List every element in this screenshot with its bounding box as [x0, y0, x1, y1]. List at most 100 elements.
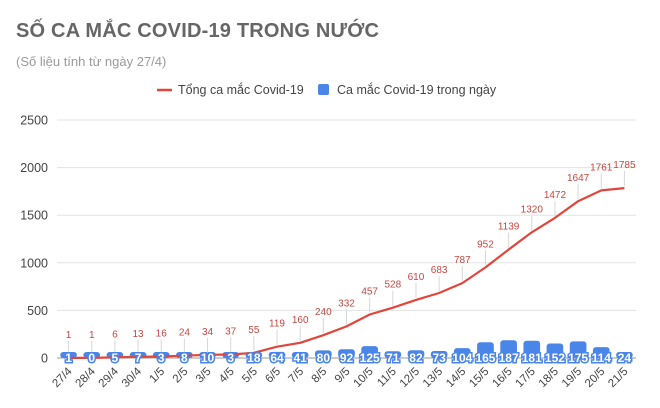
daily-data-label: 0	[88, 351, 95, 365]
daily-data-label: 24	[618, 351, 632, 365]
daily-bar	[569, 341, 587, 358]
total-data-label: 683	[431, 265, 448, 276]
total-data-label: 37	[225, 326, 237, 337]
x-tick-label: 14/5	[444, 366, 468, 390]
legend-label-daily: Ca mắc Covid-19 trong ngày	[337, 82, 497, 97]
daily-bar	[523, 340, 541, 358]
daily-data-label: 175	[568, 351, 588, 365]
daily-bar	[268, 351, 286, 358]
x-tick-label: 15/5	[467, 366, 491, 390]
total-data-label: 1785	[613, 160, 636, 171]
total-data-label: 952	[477, 239, 494, 250]
x-tick-label: 10/5	[351, 366, 375, 390]
total-data-label: 16	[156, 328, 168, 339]
total-data-label: 240	[315, 307, 332, 318]
x-tick-label: 11/5	[375, 366, 399, 390]
total-data-label: 55	[248, 325, 260, 336]
y-tick-label: 1000	[20, 256, 48, 270]
daily-data-label: 73	[432, 351, 446, 365]
daily-data-label: 104	[452, 351, 472, 365]
daily-data-label: 5	[112, 351, 119, 365]
total-data-label: 1761	[590, 162, 613, 173]
daily-data-label: 8	[181, 351, 188, 365]
total-data-label: 13	[132, 329, 144, 340]
chart-subtitle: (Số liệu tính từ ngày 27/4)	[16, 54, 167, 69]
daily-data-label: 10	[201, 351, 215, 365]
total-data-label: 160	[292, 315, 309, 326]
x-tick-label: 27/4	[50, 365, 75, 390]
daily-bar	[315, 350, 332, 358]
daily-data-label: 64	[270, 351, 284, 365]
total-data-label: 457	[361, 286, 378, 297]
total-data-label: 787	[454, 255, 471, 266]
y-tick-label: 1500	[20, 209, 48, 223]
daily-data-label: 80	[317, 351, 331, 365]
daily-bar	[546, 343, 564, 358]
total-data-label: 24	[179, 328, 191, 339]
x-tick-label: 13/5	[421, 366, 445, 390]
daily-bar	[616, 352, 633, 358]
daily-data-label: 92	[340, 351, 354, 365]
x-tick-label: 30/4	[120, 365, 145, 390]
x-tick-label: 16/5	[490, 366, 514, 390]
legend: Tổng ca mắc Covid-19 Ca mắc Covid-19 tron…	[157, 82, 497, 97]
daily-bar	[477, 342, 494, 358]
daily-bar	[592, 347, 610, 358]
y-tick-label: 0	[41, 352, 48, 366]
daily-data-label: 71	[386, 351, 400, 365]
daily-data-label: 3	[158, 351, 165, 365]
x-tick-labels: 27/428/429/430/4 1/5 2/5 3/5 4/5 5/5 6/5 7/5 8/5…	[50, 365, 630, 390]
x-tick-label: 21/5	[606, 366, 630, 390]
daily-bar	[384, 351, 402, 358]
legend-label-total: Tổng ca mắc Covid-19	[178, 82, 304, 97]
daily-data-label: 3	[227, 351, 234, 365]
x-tick-label: 17/5	[514, 366, 538, 390]
y-tick-label: 2000	[20, 161, 48, 175]
total-data-label: 332	[338, 298, 355, 309]
daily-bar	[407, 350, 425, 358]
total-data-label: 1647	[567, 173, 590, 184]
daily-bar	[338, 349, 355, 358]
total-data-label: 1320	[521, 204, 544, 215]
total-data-label: 1	[66, 330, 72, 341]
total-data-label: 119	[269, 319, 285, 330]
total-data-label: 1139	[498, 222, 520, 233]
daily-bar	[453, 348, 471, 358]
daily-data-label: 125	[360, 351, 380, 365]
x-tick-label: 3/5	[194, 366, 214, 386]
daily-data-label: 1	[65, 351, 72, 365]
daily-data-label: 41	[294, 351, 308, 365]
daily-data-label: 82	[409, 351, 423, 365]
total-data-label: 34	[202, 327, 214, 338]
x-tick-label: 2/5	[171, 366, 191, 386]
daily-data-label: 7	[135, 351, 142, 365]
daily-bar	[361, 346, 378, 358]
x-tick-label: 1/5	[148, 366, 168, 386]
chart-title: SỐ CA MẮC COVID-19 TRONG NƯỚC	[16, 20, 380, 42]
x-tick-label: 12/5	[398, 366, 422, 390]
y-tick-label: 2500	[20, 114, 48, 128]
total-line	[68, 187, 625, 359]
total-data-label: 1472	[544, 190, 567, 201]
daily-data-label: 114	[592, 351, 612, 365]
x-tick-label: 4/5	[217, 366, 237, 386]
daily-data-label: 18	[247, 351, 261, 365]
x-tick-label: 28/4	[74, 365, 99, 390]
x-tick-label: 29/4	[97, 365, 122, 390]
daily-data-label: 181	[522, 351, 542, 365]
gridlines: 0 500 1000 1500 2000 2500	[20, 114, 636, 366]
legend-bar-swatch	[318, 84, 329, 95]
x-tick-label: 7/5	[287, 366, 307, 386]
daily-data-label: 152	[545, 351, 565, 365]
x-tick-label: 8/5	[310, 366, 330, 386]
x-tick-label: 20/5	[583, 366, 607, 390]
total-data-label: 528	[384, 280, 401, 291]
daily-bar	[430, 351, 448, 358]
x-tick-label: 19/5	[560, 366, 584, 390]
total-data-label: 6	[112, 329, 118, 340]
x-tick-label: 18/5	[537, 366, 561, 390]
total-data-label: 1	[89, 330, 95, 341]
daily-data-label: 165	[475, 351, 495, 365]
